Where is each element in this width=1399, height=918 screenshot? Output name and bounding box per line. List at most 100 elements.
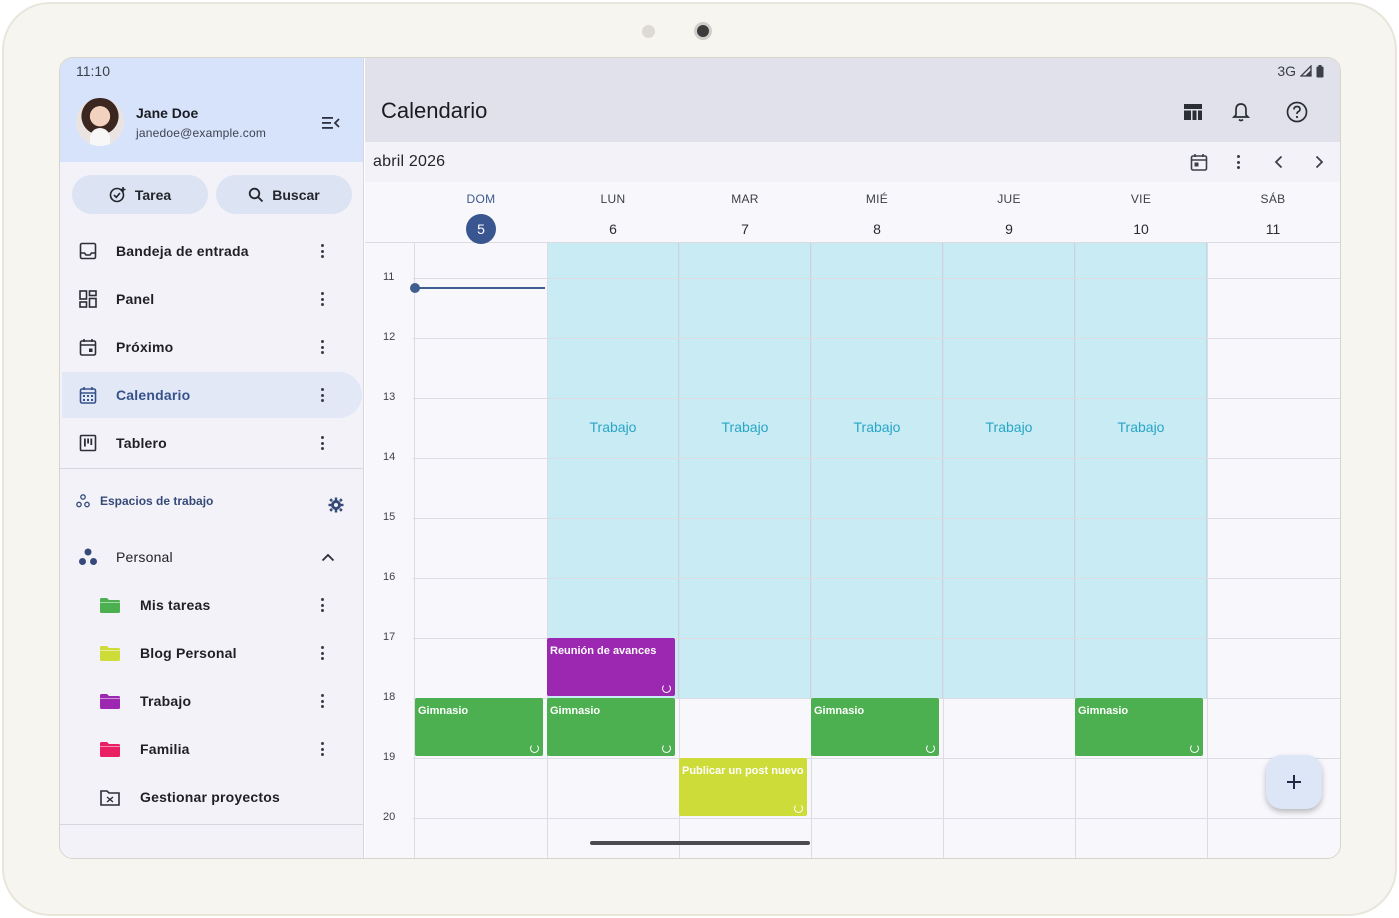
day-header-tuesday[interactable]: MAR 7: [679, 192, 811, 244]
workspaces-icon: [76, 494, 90, 508]
search-button[interactable]: Buscar: [216, 175, 352, 214]
inbox-icon: [78, 241, 98, 261]
search-icon: [249, 187, 264, 202]
event-gym[interactable]: Gimnasio: [415, 698, 543, 756]
chevron-right-icon[interactable]: [1309, 152, 1329, 172]
avatar[interactable]: [76, 98, 124, 146]
new-task-label: Tarea: [134, 186, 172, 203]
hour-label: 20: [383, 811, 396, 823]
event-gym[interactable]: Gimnasio: [547, 698, 675, 756]
event-gym[interactable]: Gimnasio: [1075, 698, 1203, 756]
new-task-button[interactable]: Tarea: [72, 175, 208, 214]
repeat-icon: [530, 744, 539, 753]
project-label: Blog Personal: [140, 645, 237, 661]
main-content: 3G Calendario abril 2026: [365, 58, 1340, 858]
workspaces-header-label: Espacios de trabajo: [100, 494, 214, 508]
nav-item-inbox[interactable]: Bandeja de entrada: [62, 228, 362, 274]
workspace-personal[interactable]: Personal: [62, 534, 362, 580]
day-header-thursday[interactable]: JUE 9: [943, 192, 1075, 244]
today-icon[interactable]: [1189, 152, 1209, 172]
nav-item-board[interactable]: Tablero: [62, 420, 362, 466]
collapse-menu-icon[interactable]: [322, 116, 340, 130]
screen: 11:10 Jane Doe janedoe@example.com Tarea: [59, 57, 1341, 859]
nav-item-upcoming[interactable]: Próximo: [62, 324, 362, 370]
calendar-toolbar: abril 2026: [365, 142, 1340, 182]
dashboard-icon: [78, 289, 98, 309]
work-block[interactable]: Trabajo: [679, 243, 811, 698]
day-header-sunday[interactable]: DOM 5: [415, 192, 547, 244]
project-mis-tareas[interactable]: Mis tareas: [62, 582, 362, 628]
nav-label: Próximo: [116, 339, 174, 355]
help-icon[interactable]: [1286, 101, 1308, 123]
workspace-personal-label: Personal: [116, 549, 173, 565]
more-options-icon[interactable]: [321, 646, 325, 660]
work-block[interactable]: Trabajo: [943, 243, 1075, 698]
more-options-icon[interactable]: [321, 742, 325, 756]
work-block-label: Trabajo: [853, 419, 901, 435]
manage-projects[interactable]: Gestionar proyectos: [62, 774, 362, 820]
chevron-up-icon[interactable]: [321, 553, 335, 562]
week-day-header: DOM 5 LUN 6 MAR 7 MIÉ 8 JUE 9 VIE 10 SÁB 11: [365, 182, 1340, 244]
day-header-wednesday[interactable]: MIÉ 8: [811, 192, 943, 244]
day-header-saturday[interactable]: SÁB 11: [1207, 192, 1339, 244]
signal-icon: [1300, 65, 1312, 77]
work-block-label: Trabajo: [985, 419, 1033, 435]
more-options-icon[interactable]: [321, 244, 325, 258]
nav-item-calendar[interactable]: Calendario: [62, 372, 362, 418]
gear-icon[interactable]: [328, 497, 344, 513]
folder-icon: [100, 741, 120, 757]
front-camera: [694, 22, 712, 40]
sensor-dot: [642, 25, 655, 38]
more-options-icon[interactable]: [321, 340, 325, 354]
hour-label: 19: [383, 751, 396, 763]
event-meeting[interactable]: Reunión de avances: [547, 638, 675, 696]
user-name: Jane Doe: [136, 105, 199, 121]
repeat-icon: [662, 684, 671, 693]
more-options-icon[interactable]: [1229, 152, 1249, 172]
project-blog-personal[interactable]: Blog Personal: [62, 630, 362, 676]
chevron-left-icon[interactable]: [1269, 152, 1289, 172]
day-number: 7: [741, 221, 749, 237]
hour-label: 12: [383, 331, 396, 343]
layout-icon[interactable]: [1182, 101, 1204, 123]
manage-folder-icon: [100, 789, 120, 806]
battery-icon: [1316, 64, 1324, 77]
month-label[interactable]: abril 2026: [373, 153, 446, 170]
day-column-line: [1075, 243, 1076, 858]
work-block[interactable]: Trabajo: [811, 243, 943, 698]
work-block[interactable]: Trabajo: [547, 243, 679, 698]
user-email: janedoe@example.com: [136, 126, 267, 140]
repeat-icon: [794, 804, 803, 813]
status-time: 11:10: [76, 63, 110, 79]
day-number: 9: [1005, 221, 1013, 237]
nav-item-dashboard[interactable]: Panel: [62, 276, 362, 322]
event-gym[interactable]: Gimnasio: [811, 698, 939, 756]
upcoming-icon: [78, 337, 98, 357]
status-icons: 3G: [1277, 63, 1324, 79]
home-indicator[interactable]: [590, 841, 810, 845]
more-options-icon[interactable]: [321, 292, 325, 306]
project-trabajo[interactable]: Trabajo: [62, 678, 362, 724]
more-options-icon[interactable]: [321, 436, 325, 450]
work-block[interactable]: Trabajo: [1075, 243, 1207, 698]
more-options-icon[interactable]: [321, 598, 325, 612]
project-familia[interactable]: Familia: [62, 726, 362, 772]
board-icon: [78, 433, 98, 453]
repeat-icon: [926, 744, 935, 753]
day-header-monday[interactable]: LUN 6: [547, 192, 679, 244]
workspaces-header: Espacios de trabajo: [76, 494, 213, 508]
bell-icon[interactable]: [1230, 101, 1252, 123]
hour-line: [413, 818, 1340, 819]
day-header-friday[interactable]: VIE 10: [1075, 192, 1207, 244]
hour-label: 13: [383, 391, 396, 403]
day-name: JUE: [997, 192, 1021, 206]
week-grid[interactable]: Trabajo Trabajo Trabajo Trabajo Trabajo: [365, 243, 1340, 858]
manage-projects-label: Gestionar proyectos: [140, 789, 280, 805]
hour-label: 15: [383, 511, 396, 523]
more-options-icon[interactable]: [321, 694, 325, 708]
more-options-icon[interactable]: [321, 388, 325, 402]
divider: [60, 824, 363, 825]
work-block-label: Trabajo: [589, 419, 637, 435]
event-post[interactable]: Publicar un post nuevo: [679, 758, 807, 816]
add-event-button[interactable]: [1266, 755, 1322, 809]
